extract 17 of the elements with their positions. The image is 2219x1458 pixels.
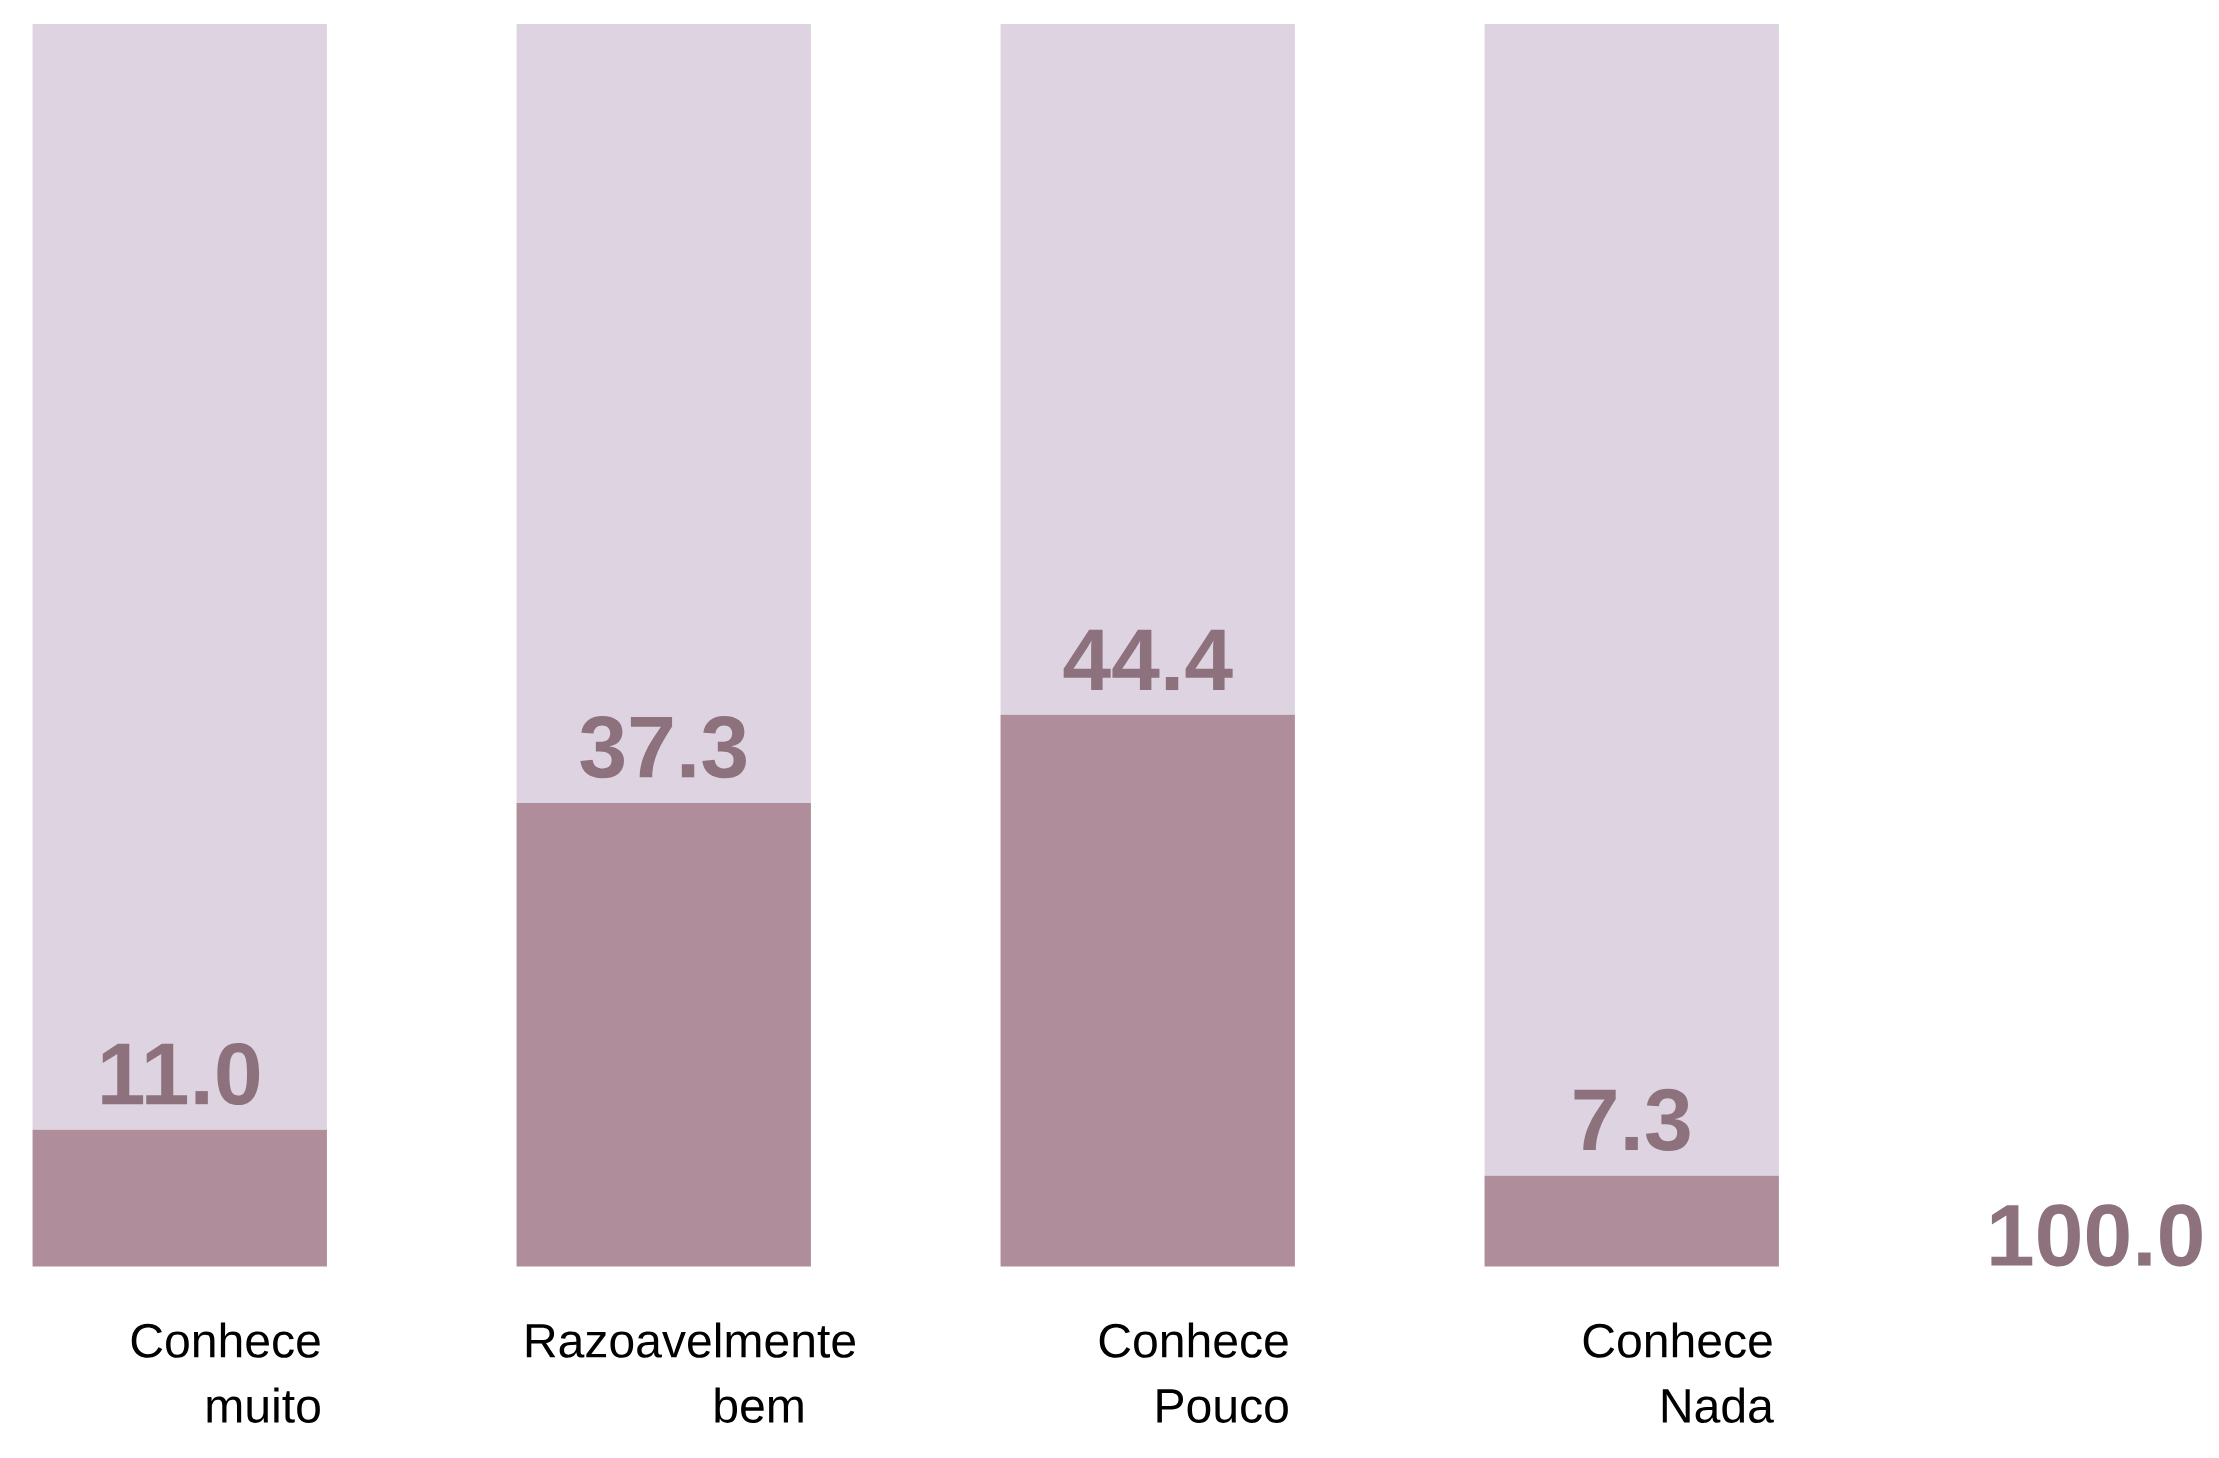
bar <box>32 1130 327 1267</box>
data-label: 7.3 <box>1574 1088 1690 1152</box>
x-tick-label: Conhece Pouco <box>1099 1322 1288 1424</box>
bar <box>1484 1176 1779 1267</box>
x-tick-label: Conhece Nada <box>1583 1322 1774 1424</box>
x-tick-label: Conhece muito <box>131 1322 320 1424</box>
bar <box>1000 715 1295 1267</box>
bar <box>516 24 811 804</box>
data-label: 44.4 <box>1063 629 1233 691</box>
data-label: 11.0 <box>102 1043 260 1106</box>
bar <box>1000 24 1295 716</box>
text: 100.0 <box>1991 1204 2202 1267</box>
data-label: 37.3 <box>580 716 746 779</box>
x-tick-label: Razoavelmente bem <box>526 1322 855 1424</box>
bar <box>1484 24 1779 1177</box>
bar <box>516 803 811 1267</box>
bar <box>32 24 327 1131</box>
